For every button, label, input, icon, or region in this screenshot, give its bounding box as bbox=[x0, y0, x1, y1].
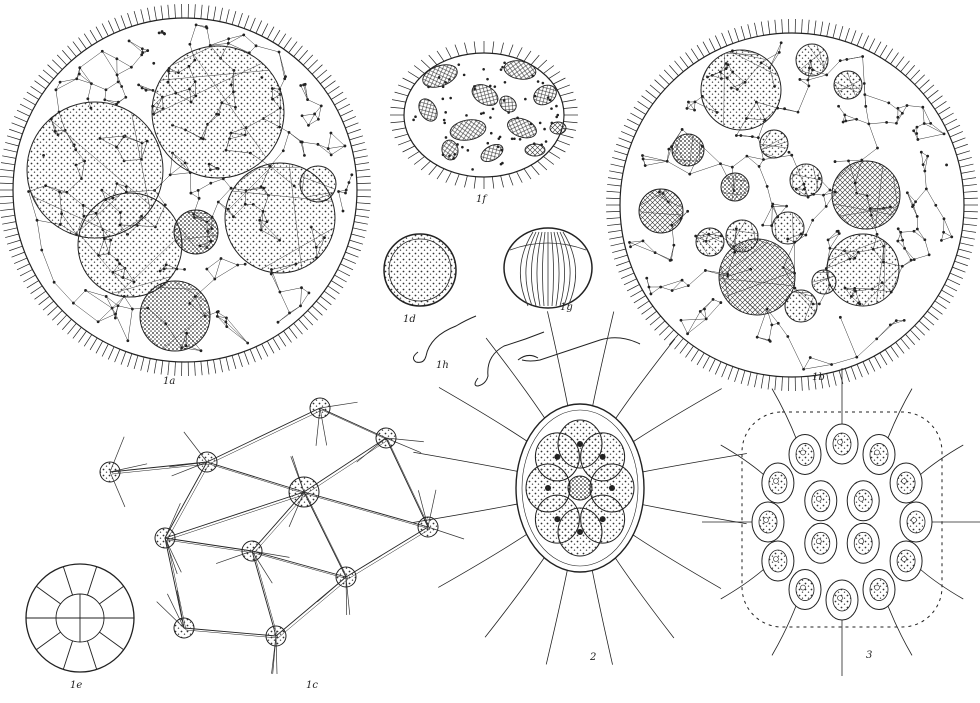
label-1e: 1e bbox=[70, 680, 82, 691]
zygospore-1d bbox=[384, 234, 456, 306]
label-1g: 1g bbox=[560, 302, 573, 313]
colony-1a bbox=[0, 4, 371, 376]
label-1a: 1a bbox=[163, 376, 175, 387]
colony-3 bbox=[702, 368, 980, 676]
colony-1f bbox=[390, 41, 578, 189]
label-1h: 1h bbox=[436, 360, 449, 371]
colony-1b bbox=[606, 19, 978, 391]
label-3: 3 bbox=[866, 650, 872, 661]
label-2: 2 bbox=[590, 652, 596, 663]
spermatozoids-1h bbox=[413, 316, 640, 386]
label-1d: 1d bbox=[403, 314, 416, 325]
cell-plate-1e bbox=[26, 564, 134, 672]
label-1c: 1c bbox=[306, 680, 318, 691]
label-1b: 1b bbox=[812, 372, 825, 383]
cell-1g bbox=[504, 228, 592, 308]
colony-2 bbox=[413, 311, 747, 664]
cell-network-1c bbox=[100, 398, 464, 674]
label-1f: 1f bbox=[476, 194, 486, 205]
